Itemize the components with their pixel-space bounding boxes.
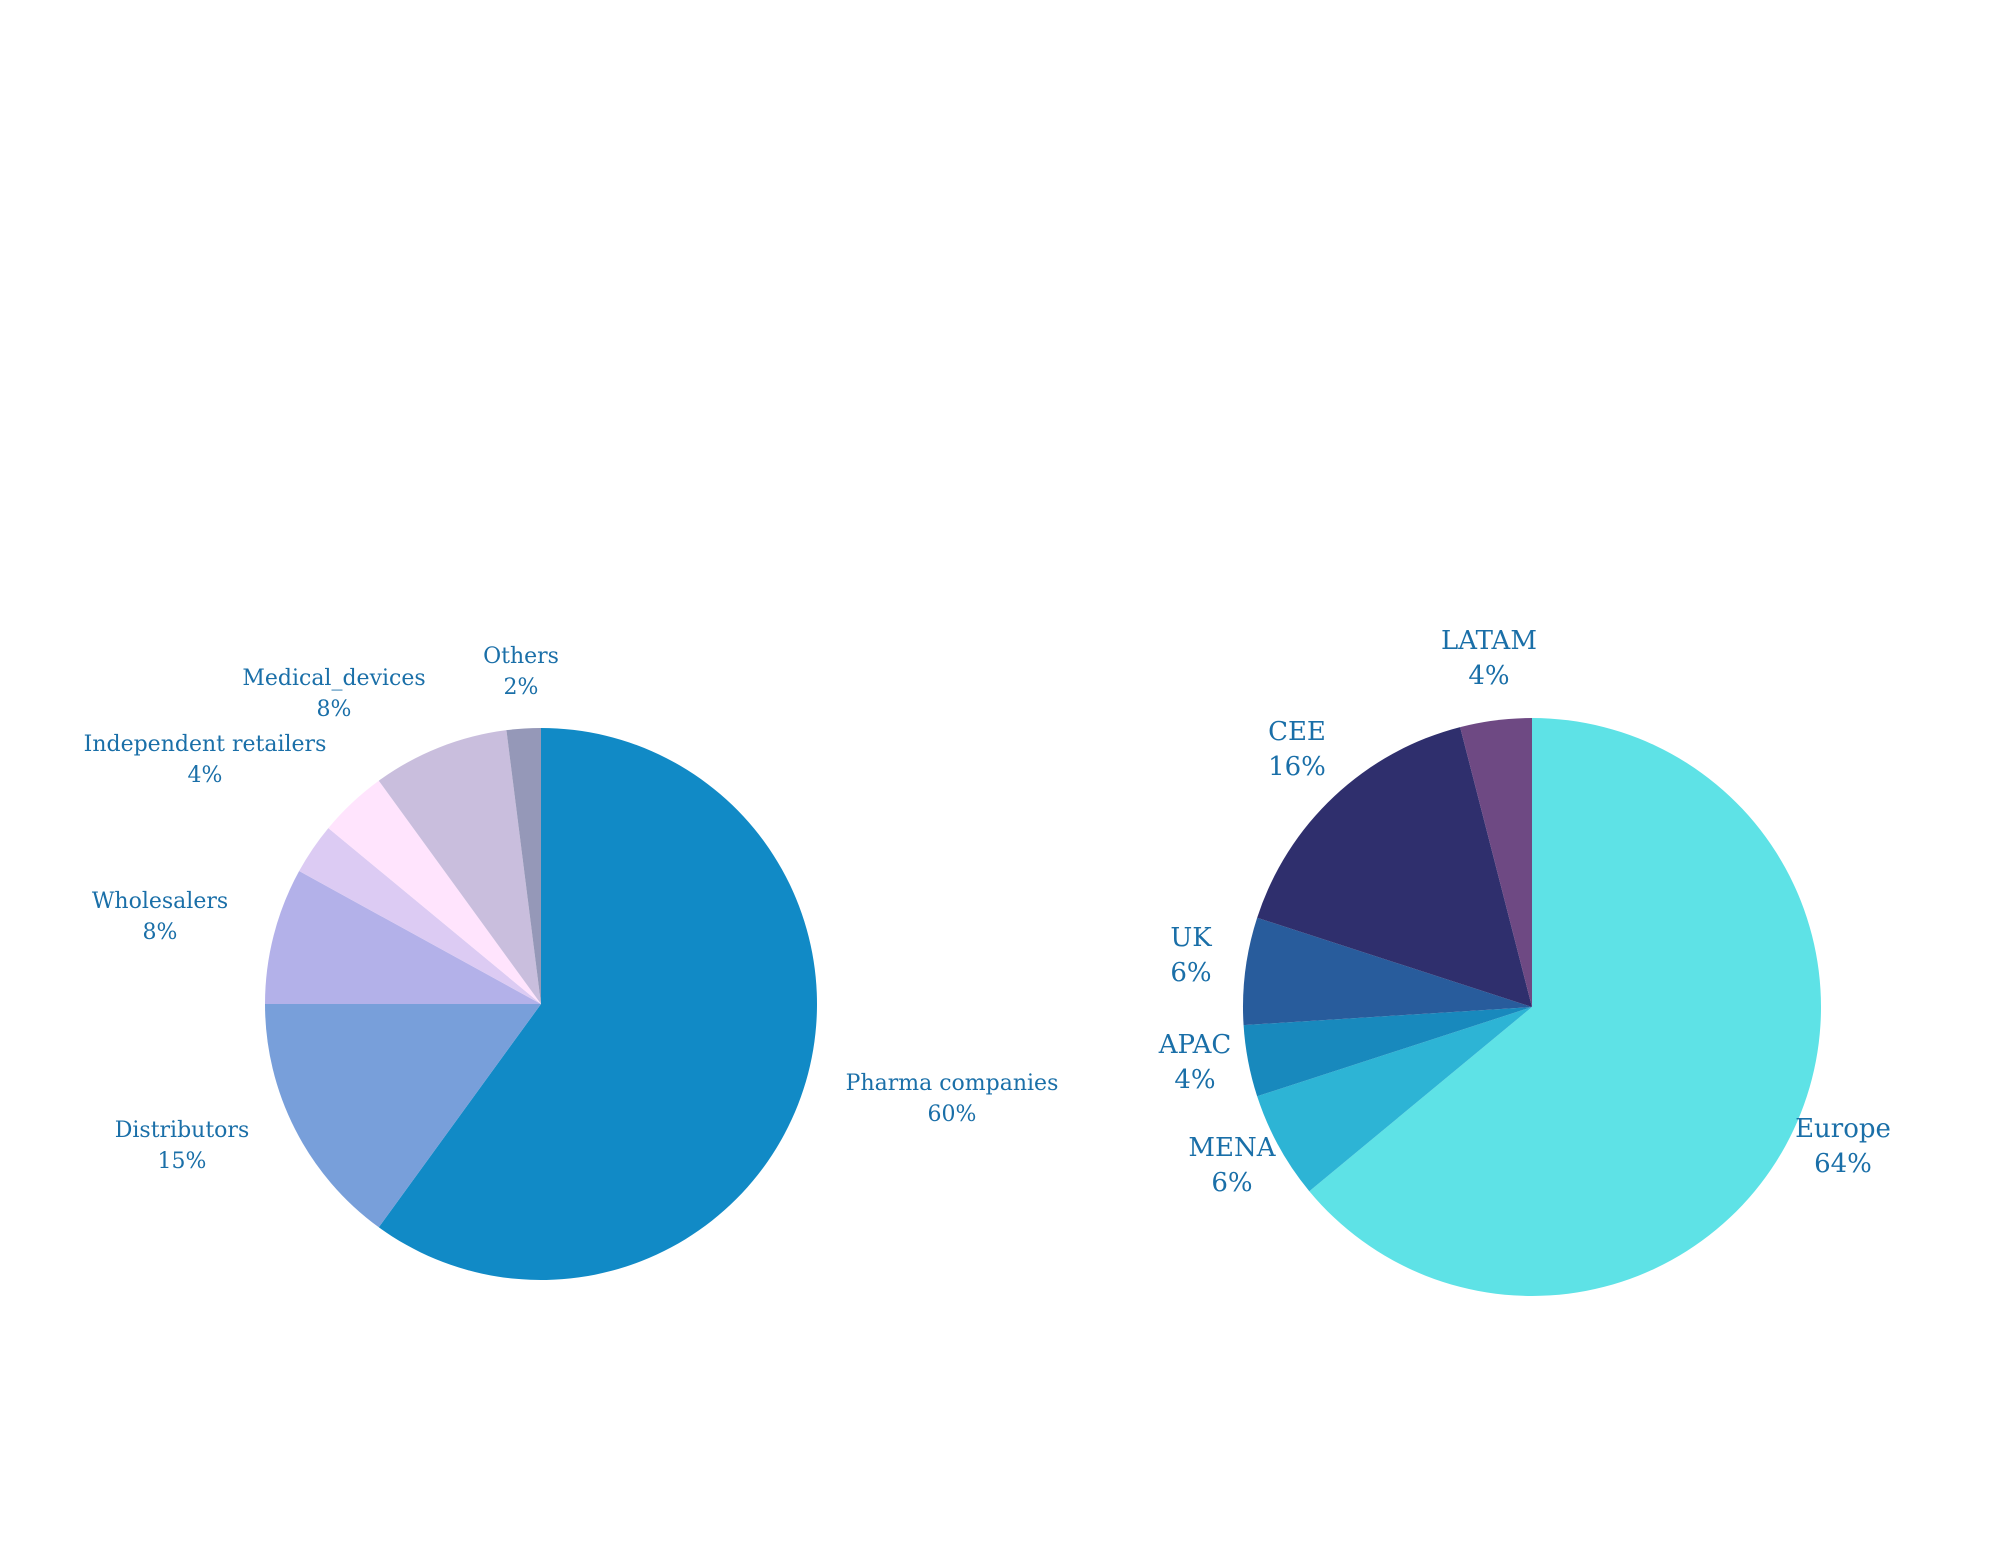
slice-value-pharma-companies: 60% xyxy=(928,1102,977,1127)
slice-label-independent-retailers: Independent retailers xyxy=(84,732,327,757)
slice-value-distributors: 15% xyxy=(158,1149,207,1174)
slice-value-wholesalers: 8% xyxy=(143,920,178,945)
pie-slice-apac xyxy=(1243,1007,1532,1097)
pie-slice-unlabeled-3 xyxy=(299,828,541,1004)
pie-slice-uk xyxy=(1243,917,1532,1026)
pie-slice-others xyxy=(506,728,541,1004)
slice-label-distributors: Distributors xyxy=(115,1118,250,1143)
slice-label-uk: UK xyxy=(1170,923,1212,953)
pie-slice-cee xyxy=(1257,727,1532,1007)
slice-label-mena: MENA xyxy=(1188,1133,1276,1163)
slice-value-independent-retailers: 4% xyxy=(188,763,223,788)
pie-slice-europe xyxy=(1309,718,1821,1296)
region-pie: Europe 64% MENA 6% APAC 4% UK 6% CEE 16% LATAM 4% xyxy=(1158,626,1891,1296)
slice-label-pharma-companies: Pharma companies xyxy=(846,1071,1059,1096)
slice-label-others: Others xyxy=(483,644,559,669)
pie-slice-pharma-companies xyxy=(378,728,818,1280)
slice-value-europe: 64% xyxy=(1814,1149,1872,1179)
pie-slice-latam xyxy=(1460,718,1532,1007)
pie-slice-distributors xyxy=(265,1004,541,1228)
slice-value-medical-devices: 8% xyxy=(317,697,352,722)
slice-value-latam: 4% xyxy=(1468,661,1509,691)
slice-value-others: 2% xyxy=(504,675,539,700)
slice-label-wholesalers: Wholesalers xyxy=(92,889,228,914)
pie-slice-mena xyxy=(1257,1007,1532,1192)
slice-value-uk: 6% xyxy=(1170,958,1211,988)
slice-value-cee: 16% xyxy=(1268,752,1326,782)
slice-label-latam: LATAM xyxy=(1441,626,1537,656)
slice-label-medical-devices: Medical_devices xyxy=(242,666,425,691)
pie-slice-wholesalers xyxy=(265,871,541,1004)
slice-label-cee: CEE xyxy=(1268,717,1326,747)
slice-value-mena: 6% xyxy=(1211,1168,1252,1198)
pie-slice-independent-retailers xyxy=(328,780,541,1004)
slice-label-europe: Europe xyxy=(1795,1114,1891,1144)
slice-label-apac: APAC xyxy=(1158,1030,1232,1060)
pie-slice-medical-devices xyxy=(378,730,541,1004)
slice-value-apac: 4% xyxy=(1174,1065,1215,1095)
customer-segment-pie: Pharma companies 60% Distributors 15% Wholes… xyxy=(84,644,1059,1280)
